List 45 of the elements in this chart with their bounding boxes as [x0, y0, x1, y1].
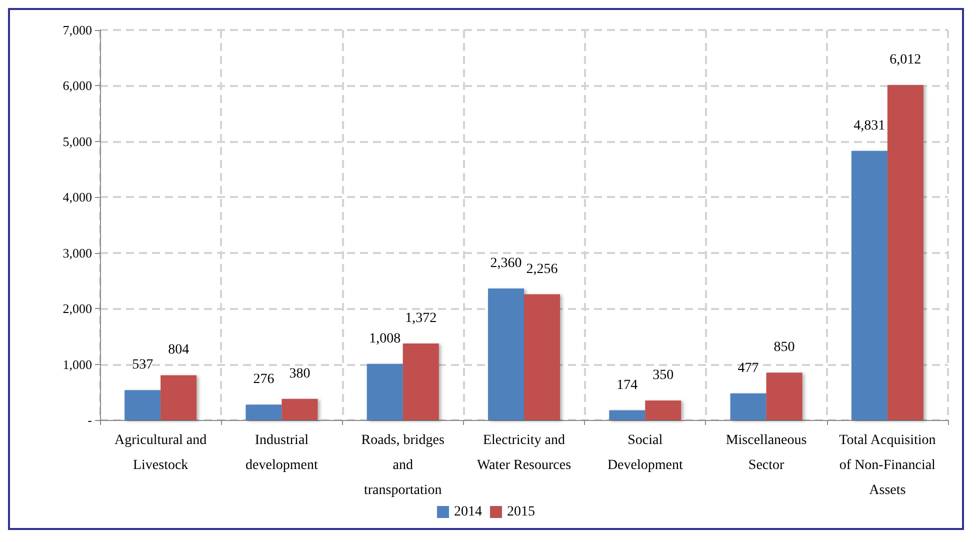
bar — [402, 344, 439, 420]
data-label: 804 — [168, 342, 190, 358]
bar — [366, 364, 403, 420]
bar — [524, 294, 560, 420]
data-label: 380 — [289, 366, 310, 382]
x-tick-label: Social Development — [607, 433, 683, 473]
bar — [766, 372, 802, 420]
bar — [851, 150, 888, 420]
data-label: 1,008 — [369, 331, 401, 346]
x-tick-label: Miscellaneous Sector — [726, 433, 807, 473]
bar — [730, 393, 766, 420]
data-label: 537 — [132, 358, 154, 373]
bar — [124, 390, 161, 420]
bar — [160, 375, 197, 420]
data-label: 6,012 — [890, 52, 922, 68]
data-label: 276 — [253, 372, 274, 388]
data-label: 174 — [616, 378, 638, 393]
bar — [887, 85, 924, 420]
x-tick-label: Electricity and Water Resources — [476, 433, 572, 473]
bar — [282, 398, 318, 420]
data-label: 2,256 — [526, 262, 558, 277]
y-tick-label: - — [88, 412, 92, 428]
y-tick-label: 2,000 — [62, 301, 92, 316]
data-label: 1,372 — [405, 311, 437, 326]
y-tick-label: 7,000 — [62, 22, 92, 38]
y-tick-label: 5,000 — [62, 134, 92, 149]
bar — [645, 400, 682, 420]
data-label: 477 — [738, 360, 759, 376]
bar — [609, 410, 646, 420]
data-label: 850 — [774, 340, 795, 356]
bar — [488, 288, 524, 420]
x-tick-label: Total Acquisition of Non-Financial Assets — [839, 433, 936, 498]
data-label: 4,831 — [854, 118, 886, 134]
data-label: 350 — [652, 368, 674, 383]
data-label: 2,360 — [490, 256, 522, 272]
y-tick-label: 3,000 — [62, 245, 92, 260]
x-tick-label: Agricultural and Livestock — [114, 433, 207, 473]
x-tick-label: Roads, bridges and transportation — [361, 433, 444, 498]
legend-label: 2015 — [507, 504, 535, 520]
y-tick-label: 6,000 — [62, 78, 92, 94]
x-tick-label: Industrial development — [246, 433, 318, 473]
legend-label: 2014 — [454, 504, 482, 520]
y-tick-label: 1,000 — [62, 356, 92, 372]
bar — [246, 404, 282, 420]
y-tick-label: 4,000 — [62, 190, 92, 205]
